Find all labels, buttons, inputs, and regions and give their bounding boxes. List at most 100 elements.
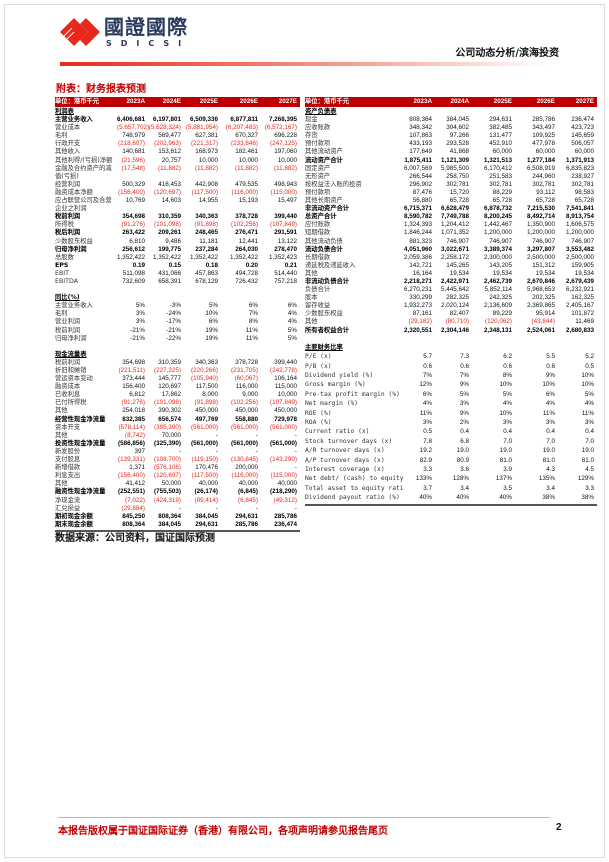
row-value: 81.0 (542, 456, 555, 464)
row-value: (80,710) (445, 318, 469, 326)
row-value: 729,978 (274, 415, 297, 423)
row-label: 主营业务收入 (55, 302, 93, 310)
row-value: 343,497 (532, 124, 555, 132)
row-value: 10,000 (277, 156, 297, 164)
row-value: -22% (166, 334, 181, 342)
row-value: 19% (205, 326, 218, 334)
row-value: (252,551) (118, 488, 145, 496)
table-row: 税前利润 354,698 310,359 340,363 378,728 399,440 (55, 213, 300, 221)
row-value: 397 (134, 447, 145, 455)
row-value: - (215, 431, 218, 439)
table-row: 其他 41,412 50,000 40,000 40,000 40,000 (55, 480, 300, 488)
row-label: 固定资产 (305, 164, 331, 172)
row-value: 98,583 (574, 188, 594, 196)
row-value: 7,268,395 (268, 116, 297, 124)
table-header: 单位：港币千元 2023A 2024A 2025E 2026E 2027E (305, 97, 597, 107)
row-value: 384,045 (195, 512, 218, 520)
row-value: 494,728 (235, 269, 258, 277)
row-value: 140,681 (122, 148, 145, 156)
row-label: 营业利润 (55, 318, 81, 326)
row-value: 0.6 (423, 362, 432, 370)
table-row: 税前利润 -21% -21% 19% 11% 5% (55, 327, 300, 335)
table-row: Current ratio (x) 0.5 0.4 0.4 0.4 0.4 (305, 427, 597, 436)
table-row: Net debt/ (cash) to equity 133% 128% 137% 13… (305, 474, 597, 483)
table-body: 资产负债表 现金 808,364 384,045 294,631 285,786 236,4… (305, 108, 597, 343)
row-value: 450,000 (274, 407, 297, 415)
row-value: 6,715,371 (403, 205, 432, 213)
row-value: 6% (422, 390, 432, 398)
row-value: 746,907 (489, 237, 512, 245)
table-row: 其他 254,018 390,302 450,000 450,000 450,000 (55, 407, 300, 415)
row-value: 1,371 (129, 464, 145, 472)
row-value: 19.0 (456, 447, 469, 455)
row-value: 238,927 (571, 172, 594, 180)
table-row: 其他收入 140,681 153,612 168,973 182,461 197,060 (55, 148, 300, 156)
unit-label: 单位：港币千元 (305, 98, 350, 105)
row-label: 少数股东权益 (305, 310, 343, 318)
row-value: 4.5 (585, 466, 594, 473)
row-value: 5.7 (423, 353, 432, 361)
row-value: 10,000 (277, 391, 297, 399)
table-row: Dividend payout ratio (%) 40% 40% 40% 38% 38% (305, 493, 597, 502)
row-value: 1,371,913 (565, 156, 594, 164)
table-row (55, 343, 300, 351)
row-value: 8% (502, 371, 512, 379)
row-value: 41,868 (449, 148, 469, 156)
row-value: 423,723 (571, 124, 594, 132)
row-value: (105,940) (191, 375, 218, 383)
row-label: 汇兑损益 (55, 504, 81, 512)
table-row: P/E (x) 5.7 7.3 6.2 5.5 5.2 (305, 352, 597, 361)
row-value: -21% (130, 326, 145, 334)
row-value: 450,000 (235, 407, 258, 415)
row-label: 预付款项 (305, 188, 331, 196)
row-value: (102,256) (231, 399, 258, 407)
row-value: (325,390) (154, 439, 181, 447)
row-value: 302,781 (532, 180, 555, 188)
row-label: 总资产合计 (305, 213, 337, 221)
table-row: 经营性现金净流量 832,385 656,574 497,769 558,880 729,… (55, 416, 300, 424)
column-header: 2024E (162, 98, 181, 105)
row-label: 所得税 (55, 221, 74, 229)
row-value: 3.3 (423, 466, 432, 473)
row-value: 1,277,184 (526, 156, 555, 164)
row-value: (6,845) (238, 488, 258, 496)
table-row: 汇兑损益 (29,884) - - - - (55, 505, 300, 513)
row-value: (143,290) (270, 456, 297, 464)
row-value: 808,364 (409, 116, 432, 124)
row-value: 433,193 (409, 140, 432, 148)
row-value: 399,440 (274, 213, 297, 221)
row-value: 115,000 (274, 383, 297, 391)
row-value: 81.0 (499, 456, 512, 464)
row-label: 流动资产合计 (305, 156, 343, 164)
row-value: (120,697) (154, 188, 181, 196)
row-value: (561,000) (231, 439, 258, 447)
table-row: P/B (x) 0.6 0.6 0.6 0.6 0.5 (305, 362, 597, 371)
row-value: 15,720 (449, 188, 469, 196)
row-value: (119,150) (191, 456, 219, 464)
row-value: 6,197,801 (152, 116, 181, 124)
row-value: 0.4 (460, 428, 469, 436)
row-value: 40,000 (238, 480, 258, 488)
row-value: 8% (248, 318, 258, 326)
row-value: 142,721 (409, 261, 432, 269)
header-divider (60, 62, 550, 66)
row-value: 479,535 (235, 180, 258, 188)
table-row: 递延税及递延收入 142,721 145,265 143,205 151,312 159,… (305, 262, 597, 270)
row-value: (156,400) (118, 472, 145, 480)
row-value: 2,348,131 (483, 326, 512, 334)
row-value: 65,728 (492, 197, 512, 205)
row-label: 支付股息 (55, 456, 81, 464)
logo-chinese-text: 國證國際 (104, 15, 188, 39)
row-value: 264,030 (235, 245, 258, 253)
row-value: 135% (538, 475, 555, 483)
row-value: (221,511) (118, 367, 146, 374)
row-value: (29,884) (121, 504, 145, 512)
table-row (55, 286, 300, 294)
table-row: A/P turnover days (x) 82.9 80.9 81.0 81.0 81.… (305, 456, 597, 465)
table-bottom-rule (305, 503, 597, 506)
row-value: 7.3 (460, 353, 469, 361)
row-value: (91,276) (121, 399, 145, 407)
row-value: 2,670,846 (526, 277, 555, 285)
row-label: A/P turnover days (x) (305, 456, 385, 464)
row-value: 65,728 (574, 197, 594, 205)
